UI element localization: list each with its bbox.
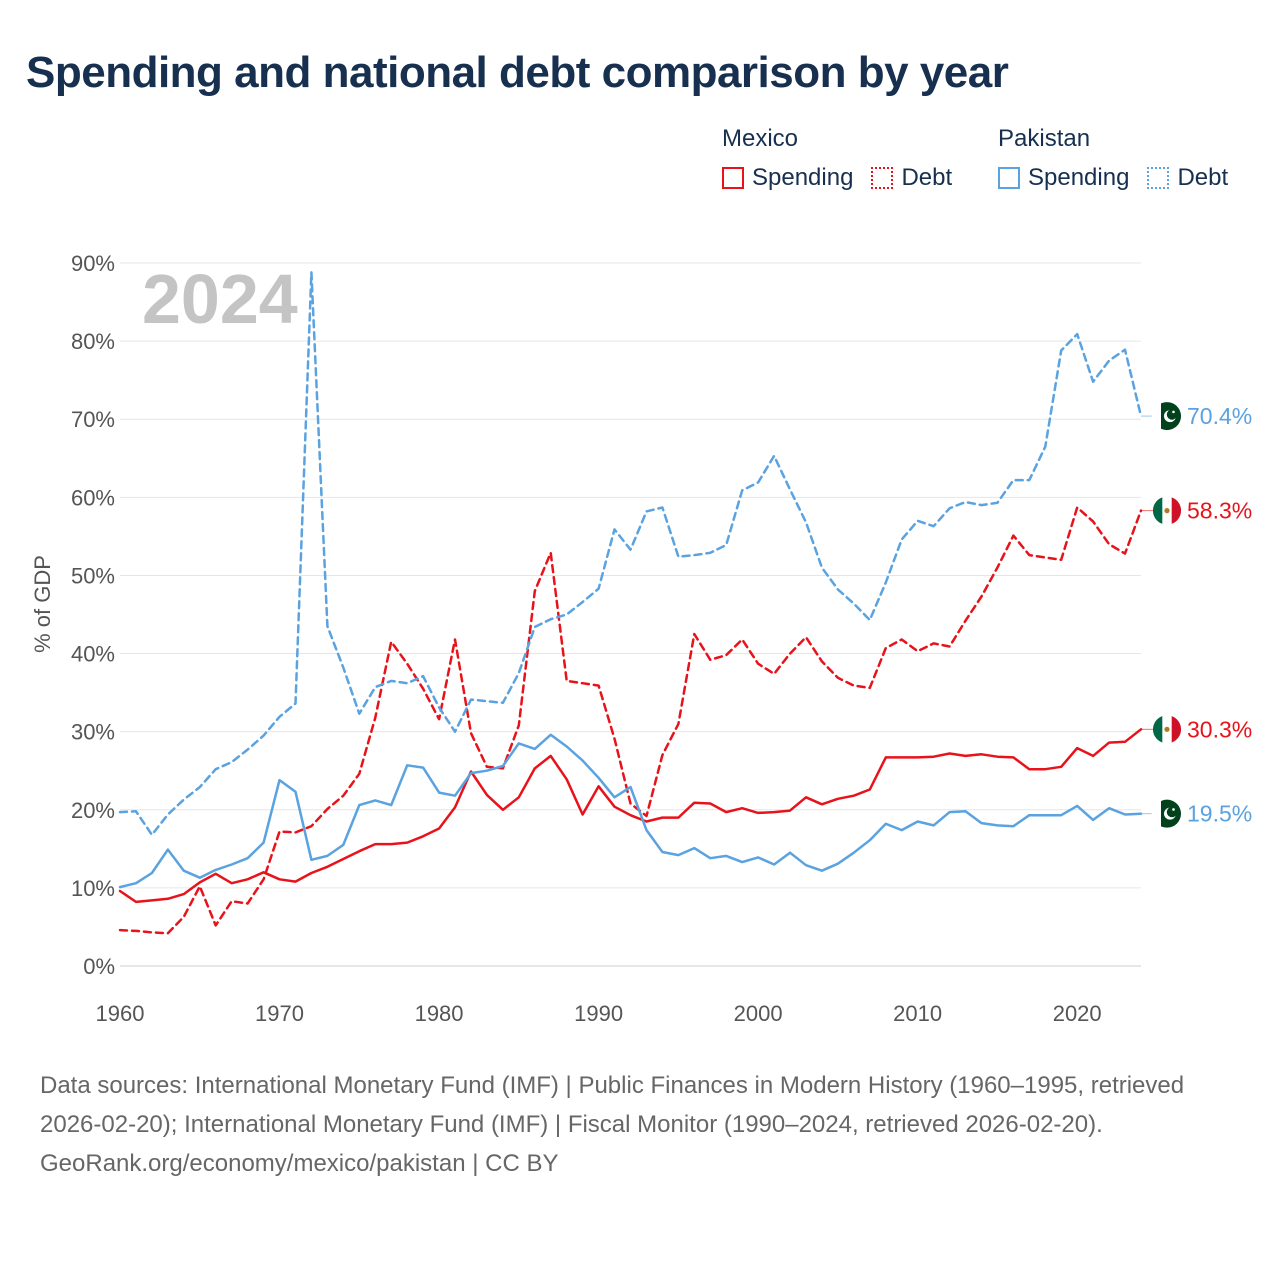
axes: 0% 10% 20% 30% 40% 50% 60% 70% 80% 90% 1960 1970 198…: [30, 251, 1102, 1026]
legend-pakistan: Pakistan Spending Debt: [998, 122, 1228, 192]
dotted-swatch-icon: [871, 167, 894, 189]
legend-mexico-title: Mexico: [722, 125, 799, 152]
x-tick-label: 1980: [415, 1001, 464, 1026]
dotted-swatch-icon: [1147, 167, 1170, 189]
legend-mexico-spending[interactable]: Spending: [722, 164, 853, 192]
legend-pakistan-spending-label: Spending: [1028, 164, 1130, 191]
legend-mexico: Mexico Spending Debt: [722, 122, 970, 192]
pakistan-flag-icon: [1151, 799, 1181, 828]
solid-swatch-icon: [722, 167, 744, 189]
legend-mexico-debt-label: Debt: [901, 164, 953, 191]
legend-mexico-debt[interactable]: Debt: [871, 164, 952, 192]
series-end-label: 19.5%: [1187, 801, 1252, 827]
y-tick-label: 50%: [71, 563, 115, 588]
y-tick-label: 40%: [71, 642, 115, 667]
series-end-label: 70.4%: [1187, 403, 1252, 429]
x-tick-label: 2000: [734, 1001, 783, 1026]
series-end-label: 58.3%: [1187, 498, 1252, 524]
grid-lines: [120, 262, 1141, 967]
y-tick-label: 80%: [71, 329, 115, 354]
x-tick-label: 1970: [255, 1001, 304, 1026]
year-watermark: 2024: [142, 260, 298, 338]
y-tick-label: 90%: [71, 251, 115, 276]
legend-pakistan-debt-label: Debt: [1177, 164, 1229, 191]
credit-link[interactable]: GeoRank.org/economy/mexico/pakistan | CC…: [40, 1150, 559, 1177]
y-tick-label: 10%: [71, 876, 115, 901]
y-tick-label: 60%: [71, 485, 115, 510]
mexico-flag-icon: [1152, 496, 1182, 525]
legend-pakistan-title: Pakistan: [998, 125, 1091, 152]
y-tick-label: 70%: [71, 407, 115, 432]
chart-title: Spending and national debt comparison by…: [26, 48, 1009, 97]
x-tick-label: 1960: [96, 1001, 145, 1026]
y-tick-label: 20%: [71, 798, 115, 823]
series-line-mexico-spending[interactable]: [118, 728, 1143, 904]
y-tick-label: 30%: [71, 720, 115, 745]
solid-swatch-icon: [998, 167, 1020, 189]
x-tick-label: 2020: [1053, 1001, 1102, 1026]
y-tick-label: 0%: [83, 954, 115, 979]
line-chart: 2024 0% 10% 20% 30% 40% 50% 60% 70% 80% 90% 1960 19…: [30, 251, 1252, 1026]
series-line-pakistan-debt[interactable]: [118, 271, 1143, 837]
mexico-flag-icon: [1152, 715, 1182, 744]
legend-mexico-spending-label: Spending: [752, 164, 854, 191]
legend-pakistan-spending[interactable]: Spending: [998, 164, 1129, 192]
footer: Data sources: International Monetary Fun…: [40, 1066, 1240, 1183]
series-line-mexico-debt[interactable]: [118, 506, 1143, 935]
series-end-label: 30.3%: [1187, 716, 1252, 742]
data-sources: Data sources: International Monetary Fun…: [40, 1072, 1185, 1138]
x-tick-label: 2010: [893, 1001, 942, 1026]
series-line-pakistan-spending[interactable]: [118, 733, 1143, 889]
series-lines: [118, 271, 1143, 935]
legend-pakistan-debt[interactable]: Debt: [1147, 164, 1228, 192]
end-labels: 30.3% 58.3% 19.5% 70.4%: [1141, 402, 1252, 828]
y-axis-title: % of GDP: [30, 555, 55, 653]
pakistan-flag-icon: [1151, 402, 1181, 431]
x-tick-label: 1990: [574, 1001, 623, 1026]
